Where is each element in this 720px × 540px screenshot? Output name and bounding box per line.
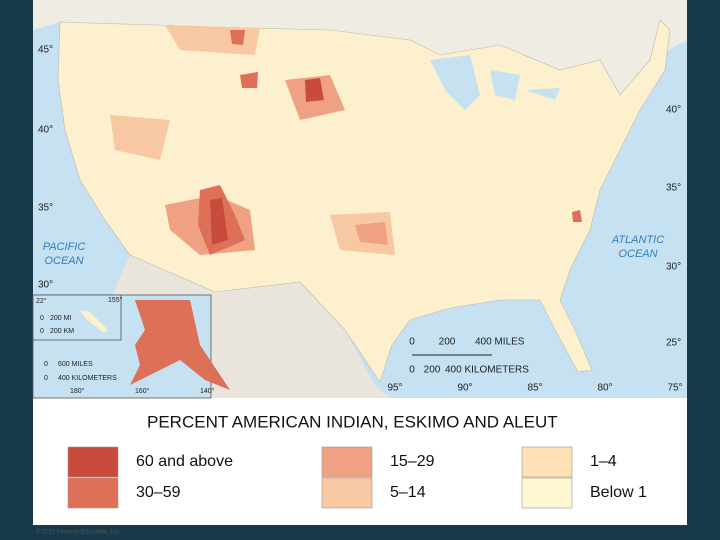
alaska-label: 180° — [70, 387, 85, 395]
latitude-label: 35° — [666, 183, 681, 194]
ocean-label: PACIFIC — [43, 241, 86, 253]
hawaii-label: 200 MI — [50, 315, 71, 322]
alaska-label: 140° — [200, 387, 215, 395]
legend-label: 30–59 — [136, 484, 181, 501]
alaska — [130, 300, 230, 390]
legend-label: 15–29 — [390, 453, 435, 470]
legend-label: Below 1 — [590, 484, 647, 501]
hawaii-label: 155° — [108, 296, 123, 304]
latitude-label: 40° — [38, 125, 53, 136]
alaska-label: 600 MILES — [58, 361, 93, 368]
scale-label: 0 — [409, 337, 415, 348]
legend-label: 1–4 — [590, 453, 617, 470]
legend-swatch — [521, 477, 573, 509]
legend-swatch — [521, 446, 573, 478]
latitude-label: 35° — [38, 203, 53, 214]
latitude-label: 40° — [666, 105, 681, 116]
ocean-label: ATLANTIC — [611, 234, 664, 246]
alaska-label: 0 — [44, 361, 48, 368]
alaska-label: 0 — [44, 375, 48, 382]
hawaii-inset — [32, 294, 122, 341]
hawaii — [80, 310, 108, 333]
ocean-label: OCEAN — [618, 248, 657, 260]
high-share-areas — [110, 25, 582, 255]
scale-label: 0 — [409, 365, 415, 376]
longitude-label: 80° — [597, 383, 612, 394]
legend-label: 5–14 — [390, 484, 426, 501]
copyright: © 2011 Pearson Education, Inc. — [36, 529, 121, 536]
alaska-label: 400 KILOMETERS — [58, 375, 117, 382]
canada — [33, 0, 687, 95]
longitude-label: 85° — [527, 383, 542, 394]
legend-swatch — [67, 446, 119, 478]
hawaii-label: 22° — [36, 297, 47, 305]
legend-swatch — [67, 477, 119, 509]
hawaii-label: 0 — [40, 328, 44, 335]
longitude-label: 75° — [667, 383, 682, 394]
hawaii-label: 200 KM — [50, 328, 74, 335]
great-lakes — [430, 55, 560, 110]
hawaii-label: 0 — [40, 315, 44, 322]
latitude-label: 30° — [38, 280, 53, 291]
ocean-label: OCEAN — [44, 255, 83, 267]
scale-label: 400 MILES — [475, 337, 525, 348]
scale-label: 200 — [424, 365, 441, 376]
scale-label: 400 KILOMETERS — [445, 365, 529, 376]
legend: 60 and above 30–59 15–29 5–14 1–4 Below 1 — [67, 446, 647, 509]
longitude-label: 95° — [387, 383, 402, 394]
contiguous-us — [57, 19, 671, 383]
longitude-label: 90° — [457, 383, 472, 394]
alaska-label: 160° — [135, 387, 150, 395]
legend-swatch — [321, 446, 373, 478]
legend-label: 60 and above — [136, 453, 233, 470]
latitude-label: 30° — [666, 262, 681, 273]
legend-title: PERCENT AMERICAN INDIAN, ESKIMO AND ALEU… — [147, 412, 558, 431]
latitude-label: 25° — [666, 338, 681, 349]
latitude-label: 45° — [38, 45, 53, 56]
scale-label: 200 — [439, 337, 456, 348]
legend-swatch — [321, 477, 373, 509]
